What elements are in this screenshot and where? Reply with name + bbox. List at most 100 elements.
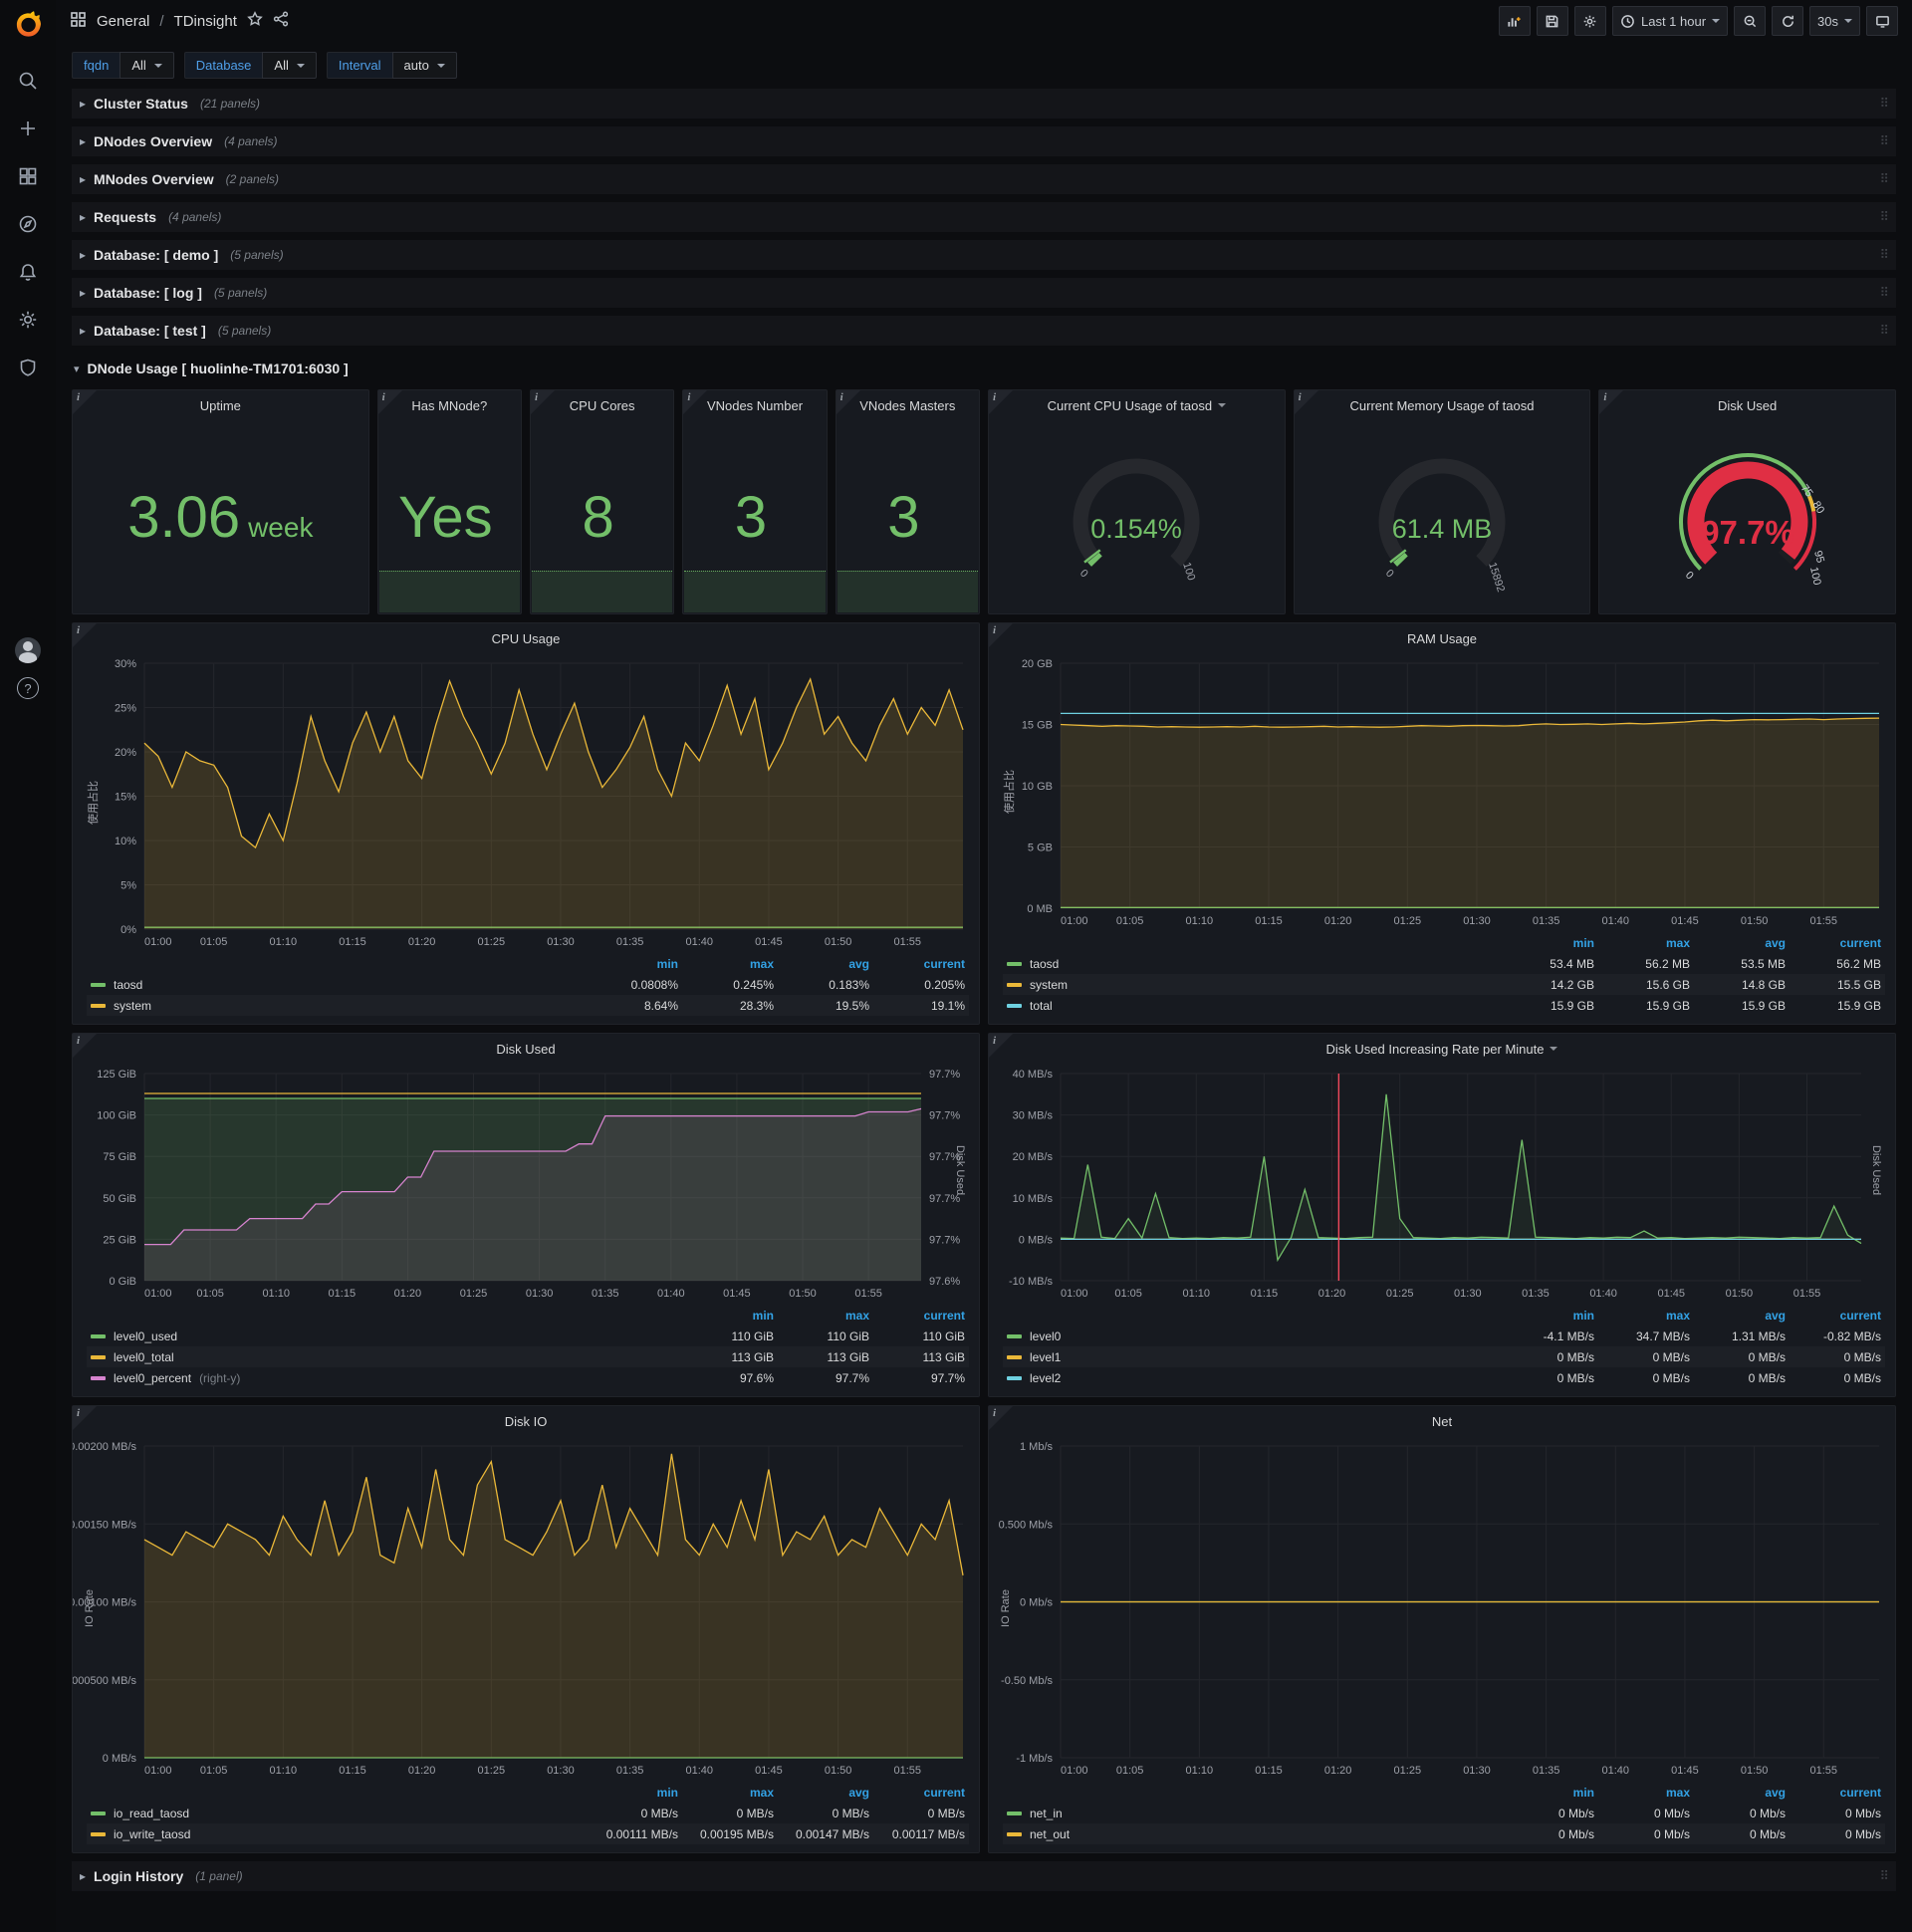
dashboard-row[interactable]: ▸ Cluster Status (21 panels) ⠿ [72, 89, 1896, 119]
svg-text:01:50: 01:50 [1726, 1288, 1754, 1300]
info-icon[interactable] [73, 390, 97, 414]
series-name[interactable]: taosd [1030, 956, 1060, 971]
refresh-interval-picker[interactable]: 30s [1809, 6, 1860, 36]
zoom-out-time-button[interactable] [1734, 6, 1767, 36]
breadcrumb-page[interactable]: TDinsight [173, 12, 237, 30]
stat-panel-vnodes-masters: i VNodes Masters 3 [835, 389, 980, 614]
alerting-bell-icon[interactable] [17, 261, 39, 283]
row-drag-handle[interactable]: ⠿ [1879, 96, 1890, 111]
dashboard-row[interactable]: ▸ Database: [ demo ] (5 panels) ⠿ [72, 240, 1896, 270]
variable-database-value[interactable]: All [262, 52, 317, 79]
panel-title[interactable]: RAM Usage [1406, 630, 1478, 646]
panel-title[interactable]: Has MNode? [411, 397, 488, 413]
variable-interval-value[interactable]: auto [391, 52, 457, 79]
create-plus-icon[interactable] [17, 118, 39, 139]
time-range-picker[interactable]: Last 1 hour [1611, 6, 1729, 36]
panel-title[interactable]: Net [1431, 1413, 1453, 1429]
info-icon[interactable] [989, 1406, 1013, 1430]
panel-title[interactable]: Disk Used [496, 1041, 556, 1057]
info-icon[interactable] [988, 390, 1013, 414]
panel-title[interactable]: VNodes Number [706, 397, 804, 413]
dashboard-settings-button[interactable] [1573, 6, 1606, 36]
variable-fqdn-value[interactable]: All [120, 52, 174, 79]
dashboard-row[interactable]: ▸ Database: [ log ] (5 panels) ⠿ [72, 278, 1896, 308]
add-panel-button[interactable] [1498, 6, 1531, 36]
panel-title[interactable]: CPU Usage [491, 630, 561, 646]
panel-title[interactable]: Disk Used Increasing Rate per Minute [989, 1034, 1895, 1064]
series-name[interactable]: level0 [1030, 1328, 1062, 1343]
legend-value: 0.245% [733, 977, 774, 992]
configuration-gear-icon[interactable] [17, 309, 39, 331]
disk-used-plot[interactable]: 0 GiB 97.6% 25 GiB 97.7% 50 GiB 97.7% 75 GiB 97… [73, 1064, 979, 1303]
dashboards-icon[interactable] [17, 165, 39, 187]
disk-rate-plot[interactable]: -10 MB/s 0 MB/s 10 MB/s 20 MB/s 30 MB/s 40 MB… [989, 1064, 1895, 1303]
panel-title[interactable]: CPU Cores [569, 397, 635, 413]
info-icon[interactable] [836, 390, 860, 414]
info-icon[interactable] [530, 390, 555, 414]
series-name[interactable]: level0_used [114, 1328, 178, 1343]
help-icon[interactable]: ? [17, 677, 39, 699]
series-name[interactable]: level1 [1030, 1349, 1062, 1364]
panel-title[interactable]: Disk IO [504, 1413, 548, 1429]
dashboard-row[interactable]: ▸ MNodes Overview (2 panels) ⠿ [72, 164, 1896, 194]
row-drag-handle[interactable]: ⠿ [1879, 1868, 1890, 1883]
search-icon[interactable] [17, 70, 39, 92]
legend-value: -4.1 MB/s [1543, 1328, 1594, 1343]
panel-title[interactable]: VNodes Masters [859, 397, 956, 413]
series-name[interactable]: taosd [114, 977, 143, 992]
series-name[interactable]: io_write_taosd [114, 1826, 191, 1841]
panel-title[interactable]: Current Memory Usage of taosd [1349, 397, 1535, 413]
grafana-logo[interactable] [11, 8, 45, 42]
row-drag-handle[interactable]: ⠿ [1879, 323, 1890, 338]
series-name[interactable]: total [1030, 998, 1053, 1013]
svg-text:15%: 15% [115, 792, 136, 804]
legend-value: 110 GiB [731, 1328, 774, 1343]
breadcrumb-section[interactable]: General [97, 12, 150, 30]
cpu-usage-plot[interactable]: 0% 5% 10% 15% 20% 25% 30% 01:00 01:05 01:10 01:15 0… [73, 653, 979, 951]
refresh-button[interactable] [1772, 6, 1804, 36]
save-dashboard-button[interactable] [1536, 6, 1568, 36]
series-name[interactable]: net_out [1030, 1826, 1071, 1841]
dashboard-row[interactable]: ▸ DNodes Overview (4 panels) ⠿ [72, 126, 1896, 156]
series-name[interactable]: system [114, 998, 152, 1013]
dashboard-row-dnode-usage[interactable]: ▾ DNode Usage [ huolinhe-TM1701:6030 ] [72, 354, 1896, 383]
info-icon[interactable] [73, 1406, 97, 1430]
dashboard-row[interactable]: ▸ Database: [ test ] (5 panels) ⠿ [72, 316, 1896, 346]
net-plot[interactable]: -1 Mb/s -0.50 Mb/s 0 Mb/s 0.500 Mb/s 1 Mb/s 0… [989, 1436, 1895, 1780]
svg-text:0 GiB: 0 GiB [109, 1276, 136, 1288]
server-admin-shield-icon[interactable] [17, 357, 39, 378]
ram-usage-plot[interactable]: 0 MB 5 GB 10 GB 15 GB 20 GB 01:00 01:05 01:10 01… [989, 653, 1895, 930]
info-icon[interactable] [1599, 390, 1624, 414]
disk-io-plot[interactable]: 0 MB/s 0.000500 MB/s 0.00100 MB/s 0.00150 M… [73, 1436, 979, 1780]
explore-compass-icon[interactable] [17, 213, 39, 235]
gauge: 0.154% 0 100 [989, 420, 1285, 613]
row-drag-handle[interactable]: ⠿ [1879, 133, 1890, 148]
info-icon[interactable] [73, 623, 97, 647]
row-drag-handle[interactable]: ⠿ [1879, 247, 1890, 262]
series-name[interactable]: level2 [1030, 1370, 1062, 1385]
dashboard-row[interactable]: ▸ Login History (1 panel) ⠿ [72, 1861, 1896, 1891]
share-icon[interactable] [273, 11, 289, 31]
row-drag-handle[interactable]: ⠿ [1879, 171, 1890, 186]
dashboard-row[interactable]: ▸ Requests (4 panels) ⠿ [72, 202, 1896, 232]
series-name[interactable]: net_in [1030, 1806, 1063, 1820]
info-icon[interactable] [989, 1034, 1013, 1058]
series-name[interactable]: system [1030, 977, 1069, 992]
panel-title[interactable]: Disk Used [1718, 397, 1778, 413]
info-icon[interactable] [989, 623, 1013, 647]
panel-title[interactable]: Uptime [199, 397, 241, 413]
star-favorite-icon[interactable] [247, 11, 263, 31]
panel-title[interactable]: Current CPU Usage of taosd [989, 390, 1285, 420]
info-icon[interactable] [73, 1034, 97, 1058]
info-icon[interactable] [683, 390, 708, 414]
user-avatar[interactable] [15, 637, 41, 663]
cycle-view-mode-button[interactable] [1866, 6, 1898, 36]
info-icon[interactable] [1294, 390, 1318, 414]
stat-sparkline [378, 571, 520, 612]
row-drag-handle[interactable]: ⠿ [1879, 285, 1890, 300]
series-name[interactable]: level0_percent [114, 1370, 192, 1385]
info-icon[interactable] [377, 390, 402, 414]
series-name[interactable]: io_read_taosd [114, 1806, 190, 1820]
row-drag-handle[interactable]: ⠿ [1879, 209, 1890, 224]
series-name[interactable]: level0_total [114, 1349, 174, 1364]
